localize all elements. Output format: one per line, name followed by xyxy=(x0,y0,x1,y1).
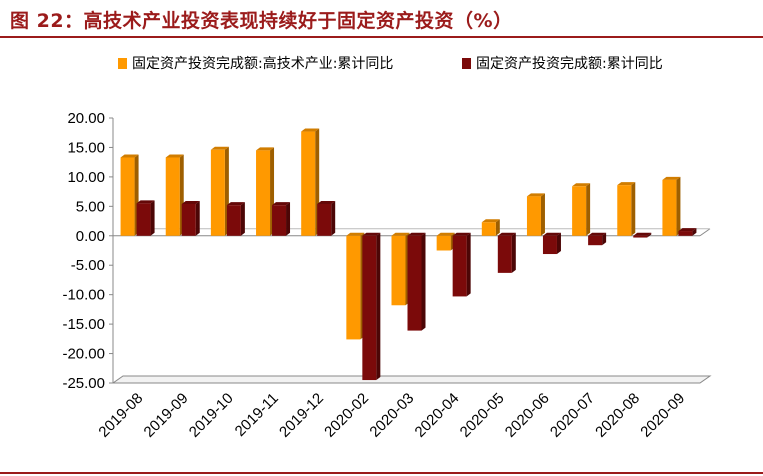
bar-2020-04-high-tech xyxy=(436,232,455,251)
x-tick-label: 2019-08 xyxy=(95,390,146,441)
bar-2020-07-high-tech xyxy=(572,183,591,236)
y-tick-label: 0.00 xyxy=(76,228,105,245)
bar-2019-10-total xyxy=(226,202,245,236)
y-tick-label: 10.00 xyxy=(67,169,105,186)
chart-floor xyxy=(111,375,712,384)
bar-2020-06-total xyxy=(542,232,561,255)
legend-label-2: 固定资产投资完成额:累计同比 xyxy=(476,56,663,72)
y-tick-label: -15.00 xyxy=(62,316,105,333)
x-tick-label: 2020-06 xyxy=(502,390,553,441)
bar-2020-09-total xyxy=(678,228,697,236)
bar-2019-09-high-tech xyxy=(165,154,184,236)
bar-2020-09-high-tech xyxy=(662,176,681,236)
bar-2019-09-total xyxy=(181,200,200,236)
x-tick-label: 2020-02 xyxy=(321,390,372,441)
x-tick-label: 2020-04 xyxy=(412,390,463,441)
bar-2019-08-high-tech xyxy=(120,154,139,236)
bar-2020-07-total xyxy=(588,232,607,246)
bar-2020-03-total xyxy=(407,232,426,331)
bar-2019-12-total xyxy=(317,200,336,236)
title-divider xyxy=(0,36,763,38)
x-tick-label: 2019-10 xyxy=(186,390,237,441)
bar-2020-05-high-tech xyxy=(481,219,500,236)
legend-label-1: 固定资产投资完成额:高技术产业:累计同比 xyxy=(132,55,393,72)
bar-2020-08-high-tech xyxy=(617,182,636,236)
x-tick-label: 2019-11 xyxy=(232,390,282,440)
bar-2020-04-total xyxy=(452,232,471,297)
x-tick-label: 2020-08 xyxy=(592,390,643,441)
legend-swatch-1 xyxy=(118,58,127,69)
y-tick-label: -10.00 xyxy=(62,287,105,304)
bar-2019-10-high-tech xyxy=(210,146,229,236)
bar-2020-02-high-tech xyxy=(346,232,365,340)
bar-2019-08-total xyxy=(136,200,155,236)
y-tick-label: 5.00 xyxy=(76,198,105,215)
bar-2019-12-high-tech xyxy=(301,128,320,236)
y-tick-label: -25.00 xyxy=(62,375,105,392)
x-tick-label: 2020-07 xyxy=(547,390,598,441)
y-tick-label: -20.00 xyxy=(62,346,105,363)
bar-2020-03-high-tech xyxy=(391,232,410,306)
x-tick-label: 2019-09 xyxy=(141,390,192,441)
x-tick-label: 2019-12 xyxy=(276,390,327,441)
bottom-divider xyxy=(0,472,763,474)
bar-2020-02-total xyxy=(362,232,381,381)
x-tick-label: 2020-05 xyxy=(457,390,508,441)
figure-title: 图 22：高技术产业投资表现持续好于固定资产投资（%） xyxy=(10,10,513,32)
bar-2020-05-total xyxy=(497,232,516,273)
bar-2020-08-total xyxy=(633,232,652,238)
legend-swatch-2 xyxy=(462,58,471,69)
bar-2019-11-total xyxy=(272,202,291,236)
y-tick-label: 15.00 xyxy=(67,139,105,156)
y-tick-label: 20.00 xyxy=(67,110,105,127)
y-tick-label: -5.00 xyxy=(71,257,105,274)
x-tick-label: 2020-09 xyxy=(637,390,688,441)
bar-2020-06-high-tech xyxy=(526,193,545,236)
x-tick-label: 2020-03 xyxy=(366,390,417,441)
bar-2019-11-high-tech xyxy=(256,147,275,236)
zero-baseline-depth xyxy=(699,228,711,237)
